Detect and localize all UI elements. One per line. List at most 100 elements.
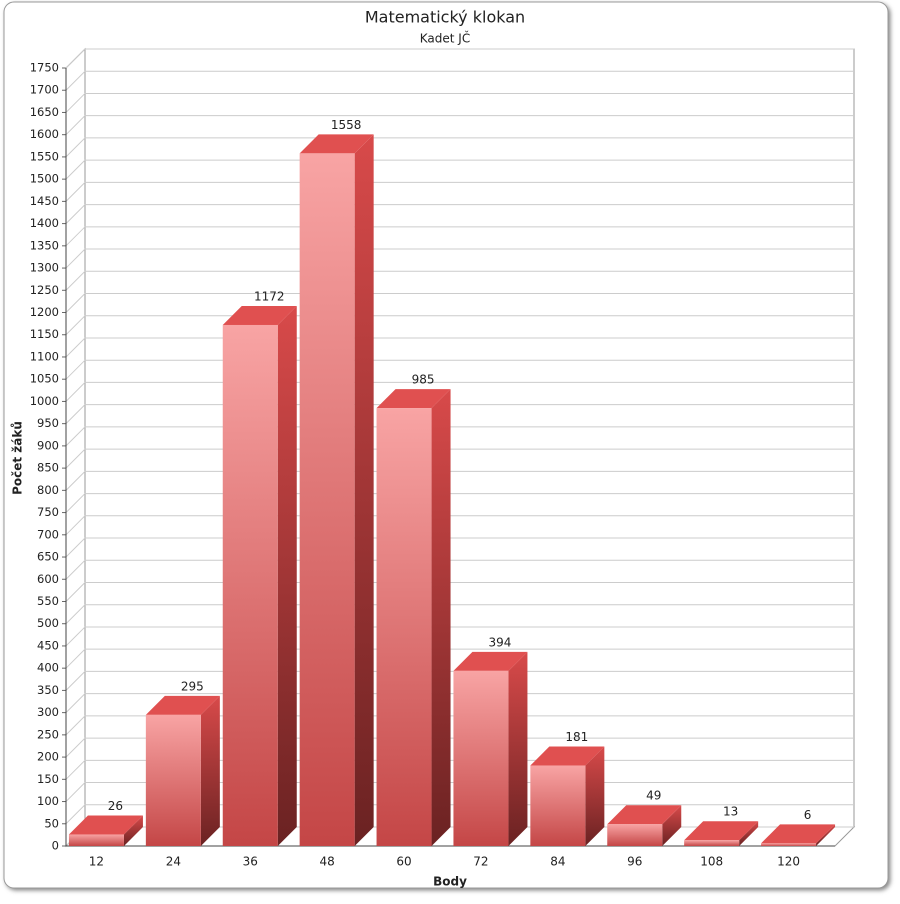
data-label: 181 bbox=[565, 730, 588, 744]
grid-line bbox=[65, 359, 854, 380]
bar bbox=[299, 134, 374, 846]
chart-title: Matematický klokan bbox=[365, 8, 525, 27]
bar-top bbox=[530, 746, 605, 766]
grid-line bbox=[65, 448, 854, 469]
bar bbox=[761, 824, 836, 846]
x-tick-label: 84 bbox=[550, 855, 565, 869]
y-tick-label: 650 bbox=[37, 550, 59, 564]
grid-line bbox=[65, 293, 854, 313]
x-tick-label: 108 bbox=[700, 855, 723, 869]
y-tick-label: 900 bbox=[37, 438, 59, 452]
grid-line bbox=[65, 337, 854, 358]
data-label: 295 bbox=[181, 679, 204, 693]
bar bbox=[145, 695, 220, 846]
side-wall bbox=[65, 47, 86, 848]
bar-side bbox=[354, 134, 374, 846]
x-tick-label: 96 bbox=[627, 855, 642, 869]
x-tick-label: 12 bbox=[89, 855, 104, 869]
y-tick-label: 250 bbox=[37, 727, 59, 741]
bar-side bbox=[662, 805, 682, 846]
y-tick-label: 1050 bbox=[30, 372, 59, 386]
bar bbox=[607, 805, 682, 846]
data-label: 1172 bbox=[254, 289, 285, 303]
bar-side bbox=[200, 695, 220, 846]
y-tick-label: 700 bbox=[37, 527, 59, 541]
bar-top bbox=[761, 824, 836, 844]
grid-line bbox=[65, 381, 854, 402]
y-tick-label: 600 bbox=[37, 572, 59, 586]
data-label: 394 bbox=[488, 635, 511, 649]
y-tick-label: 1200 bbox=[30, 305, 59, 319]
y-tick-label: 1250 bbox=[30, 283, 59, 297]
grid-line bbox=[65, 737, 854, 758]
bar bbox=[222, 305, 297, 846]
bar-front bbox=[222, 324, 278, 846]
grid-line bbox=[65, 137, 854, 158]
bar-front bbox=[376, 408, 432, 846]
y-tick-label: 1350 bbox=[30, 238, 59, 252]
y-tick-label: 1550 bbox=[30, 149, 59, 163]
bar bbox=[376, 389, 451, 846]
y-tick-label: 1600 bbox=[30, 127, 59, 141]
plot-area: 0 50 100 150 200 250 300 350 400 450 500 550 600 650 7… bbox=[30, 47, 856, 869]
y-tick-label: 100 bbox=[37, 794, 59, 808]
x-tick-label: 24 bbox=[166, 855, 181, 869]
bar-front bbox=[761, 843, 817, 846]
grid-line bbox=[65, 493, 854, 513]
bar-side bbox=[585, 746, 605, 846]
bar-front bbox=[453, 670, 509, 846]
grid-line bbox=[65, 426, 854, 447]
y-tick-label: 1000 bbox=[30, 394, 59, 408]
grid-line bbox=[65, 515, 854, 536]
bar bbox=[530, 746, 605, 846]
x-tick-label: 36 bbox=[243, 855, 258, 869]
bar-front bbox=[530, 765, 586, 846]
grid-line bbox=[65, 559, 854, 580]
grid-line bbox=[65, 204, 854, 224]
bar-top bbox=[68, 815, 143, 835]
bar-top bbox=[607, 805, 682, 825]
bar bbox=[453, 651, 528, 846]
grid-line bbox=[65, 92, 854, 113]
y-tick-label: 200 bbox=[37, 750, 59, 764]
grid-line bbox=[65, 270, 854, 291]
y-tick-label: 1300 bbox=[30, 261, 59, 275]
y-tick-label: 400 bbox=[37, 661, 59, 675]
grid-line bbox=[65, 48, 854, 69]
y-tick-label: 150 bbox=[37, 772, 59, 786]
y-tick-label: 850 bbox=[37, 461, 59, 475]
y-tick-label: 1450 bbox=[30, 194, 59, 208]
y-tick-label: 1100 bbox=[30, 349, 59, 363]
y-tick-label: 300 bbox=[37, 705, 59, 719]
bar-side bbox=[277, 305, 297, 846]
y-tick-label: 1400 bbox=[30, 216, 59, 230]
grid-line bbox=[65, 715, 854, 736]
y-tick-label: 500 bbox=[37, 616, 59, 630]
grid-line bbox=[65, 315, 854, 336]
y-tick-label: 1500 bbox=[30, 172, 59, 186]
y-tick-label: 1700 bbox=[30, 83, 59, 97]
data-label: 1558 bbox=[331, 118, 362, 132]
bar-side bbox=[508, 651, 528, 846]
bar-side bbox=[123, 815, 143, 846]
data-label: 13 bbox=[723, 805, 738, 819]
bar bbox=[68, 815, 143, 846]
bar-front bbox=[607, 824, 663, 846]
bar-top bbox=[684, 821, 759, 841]
grid-line bbox=[65, 159, 854, 180]
y-tick-label: 1150 bbox=[30, 327, 59, 341]
y-tick-label: 800 bbox=[37, 483, 59, 497]
grid-line bbox=[65, 404, 854, 425]
bar bbox=[684, 821, 759, 846]
grid-line bbox=[65, 226, 854, 247]
bar-top bbox=[376, 389, 451, 409]
bar-front bbox=[684, 840, 740, 846]
bar-top bbox=[222, 305, 297, 325]
y-axis-title: Počet žáků bbox=[11, 421, 25, 495]
grid-line bbox=[65, 670, 854, 691]
y-tick-label: 950 bbox=[37, 416, 59, 430]
grid-line bbox=[65, 581, 854, 602]
grid-line bbox=[65, 537, 854, 558]
x-tick-label: 72 bbox=[473, 855, 488, 869]
